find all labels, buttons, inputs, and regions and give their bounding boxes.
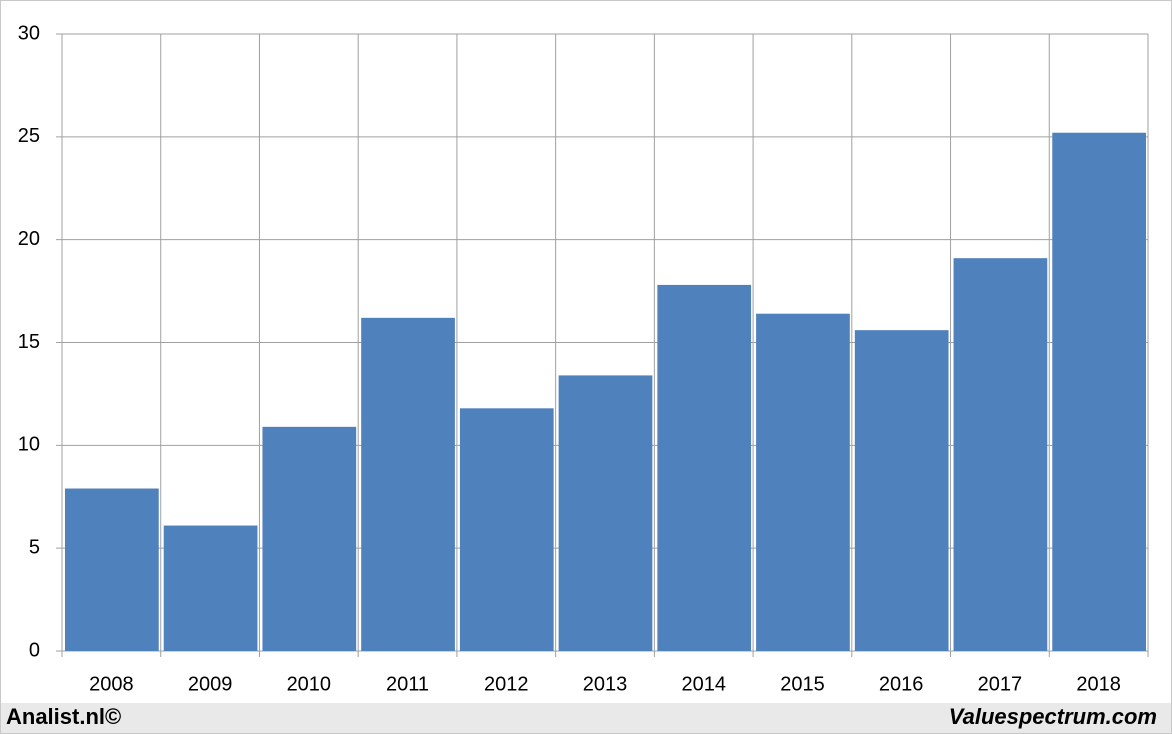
x-tick-label: 2013 <box>583 673 628 695</box>
y-tick-label: 5 <box>29 536 40 558</box>
footer-strip <box>1 703 1171 733</box>
x-tick-label: 2009 <box>188 673 233 695</box>
x-tick-label: 2018 <box>1076 673 1121 695</box>
x-tick-label: 2011 <box>386 673 429 695</box>
bar <box>953 258 1048 651</box>
bar <box>558 375 653 651</box>
y-tick-label: 15 <box>18 331 40 353</box>
bar <box>65 488 159 651</box>
bar <box>756 313 850 651</box>
x-tick-label: 2010 <box>287 673 332 695</box>
footer-right: Valuespectrum.com <box>949 704 1157 729</box>
x-tick-label: 2015 <box>780 673 825 695</box>
footer-left: Analist.nl© <box>6 704 121 729</box>
bar <box>163 525 258 651</box>
bar <box>1052 132 1146 652</box>
x-tick-label: 2017 <box>978 673 1023 695</box>
y-tick-label: 30 <box>18 22 40 44</box>
x-tick-label: 2016 <box>879 673 924 695</box>
x-tick-label: 2012 <box>484 673 529 695</box>
bar <box>361 317 455 651</box>
x-tick-label: 2008 <box>89 673 134 695</box>
bar <box>854 330 949 651</box>
bar <box>657 284 752 651</box>
y-tick-label: 20 <box>18 228 40 250</box>
y-tick-label: 0 <box>29 639 40 661</box>
y-tick-label: 25 <box>18 125 40 147</box>
y-tick-label: 10 <box>18 434 40 456</box>
bar <box>459 408 554 651</box>
bar <box>262 426 357 651</box>
x-tick-label: 2014 <box>681 673 726 695</box>
